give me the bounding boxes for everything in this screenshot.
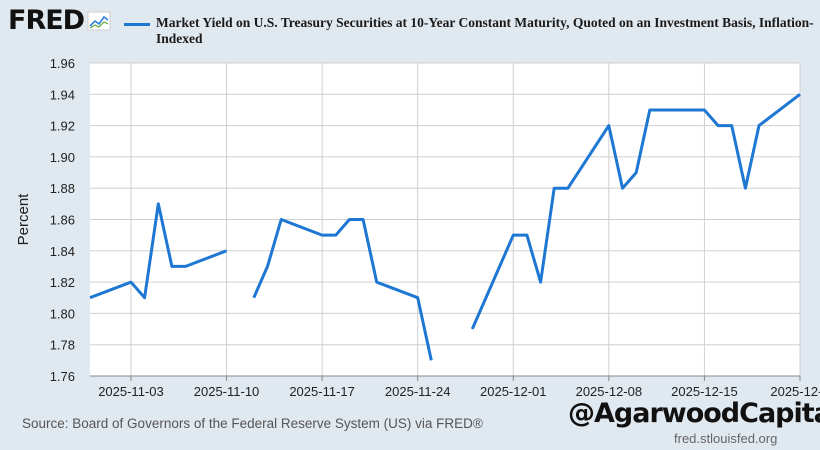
y-tick-label: 1.84 [50,244,75,259]
y-axis-title: Percent [15,193,32,246]
y-tick-label: 1.80 [50,306,75,321]
x-tick-label: 2025-11-24 [385,384,451,399]
series-line-segment [252,218,433,361]
x-tick-label: 2025-12-15 [671,384,738,399]
y-tick-label: 1.88 [50,181,75,196]
watermark: @AgarwoodCapital [568,398,820,429]
chart-legend: Market Yield on U.S. Treasury Securities… [124,15,814,47]
legend-series-label: Market Yield on U.S. Treasury Securities… [156,15,814,46]
fred-url: fred.stlouisfed.org [674,431,778,446]
y-tick-label: 1.76 [50,369,75,384]
y-tick-label: 1.94 [50,87,75,102]
x-tick-label: 2025-11-17 [289,384,355,399]
legend-line-swatch [124,23,150,26]
y-tick-label: 1.92 [50,119,75,134]
x-tick-label: 2025-11-10 [194,384,260,399]
y-tick-label: 1.82 [50,275,75,290]
x-tick-label: 2025-12-2 [770,384,820,399]
series-line-segment [470,93,801,330]
fred-logo-text: FRED [8,5,85,36]
y-tick-label: 1.78 [50,338,75,353]
x-tick-label: 2025-11-03 [98,384,164,399]
y-tick-label: 1.90 [50,150,75,165]
fred-logo[interactable]: FRED [8,6,111,36]
source-note: Source: Board of Governors of the Federa… [22,416,483,431]
series-line-segment [89,202,228,300]
x-tick-label: 2025-12-01 [480,384,547,399]
x-tick-label: 2025-12-08 [576,384,643,399]
y-tick-label: 1.96 [50,56,75,71]
fred-chart-icon [87,11,111,31]
y-tick-label: 1.86 [50,213,75,228]
